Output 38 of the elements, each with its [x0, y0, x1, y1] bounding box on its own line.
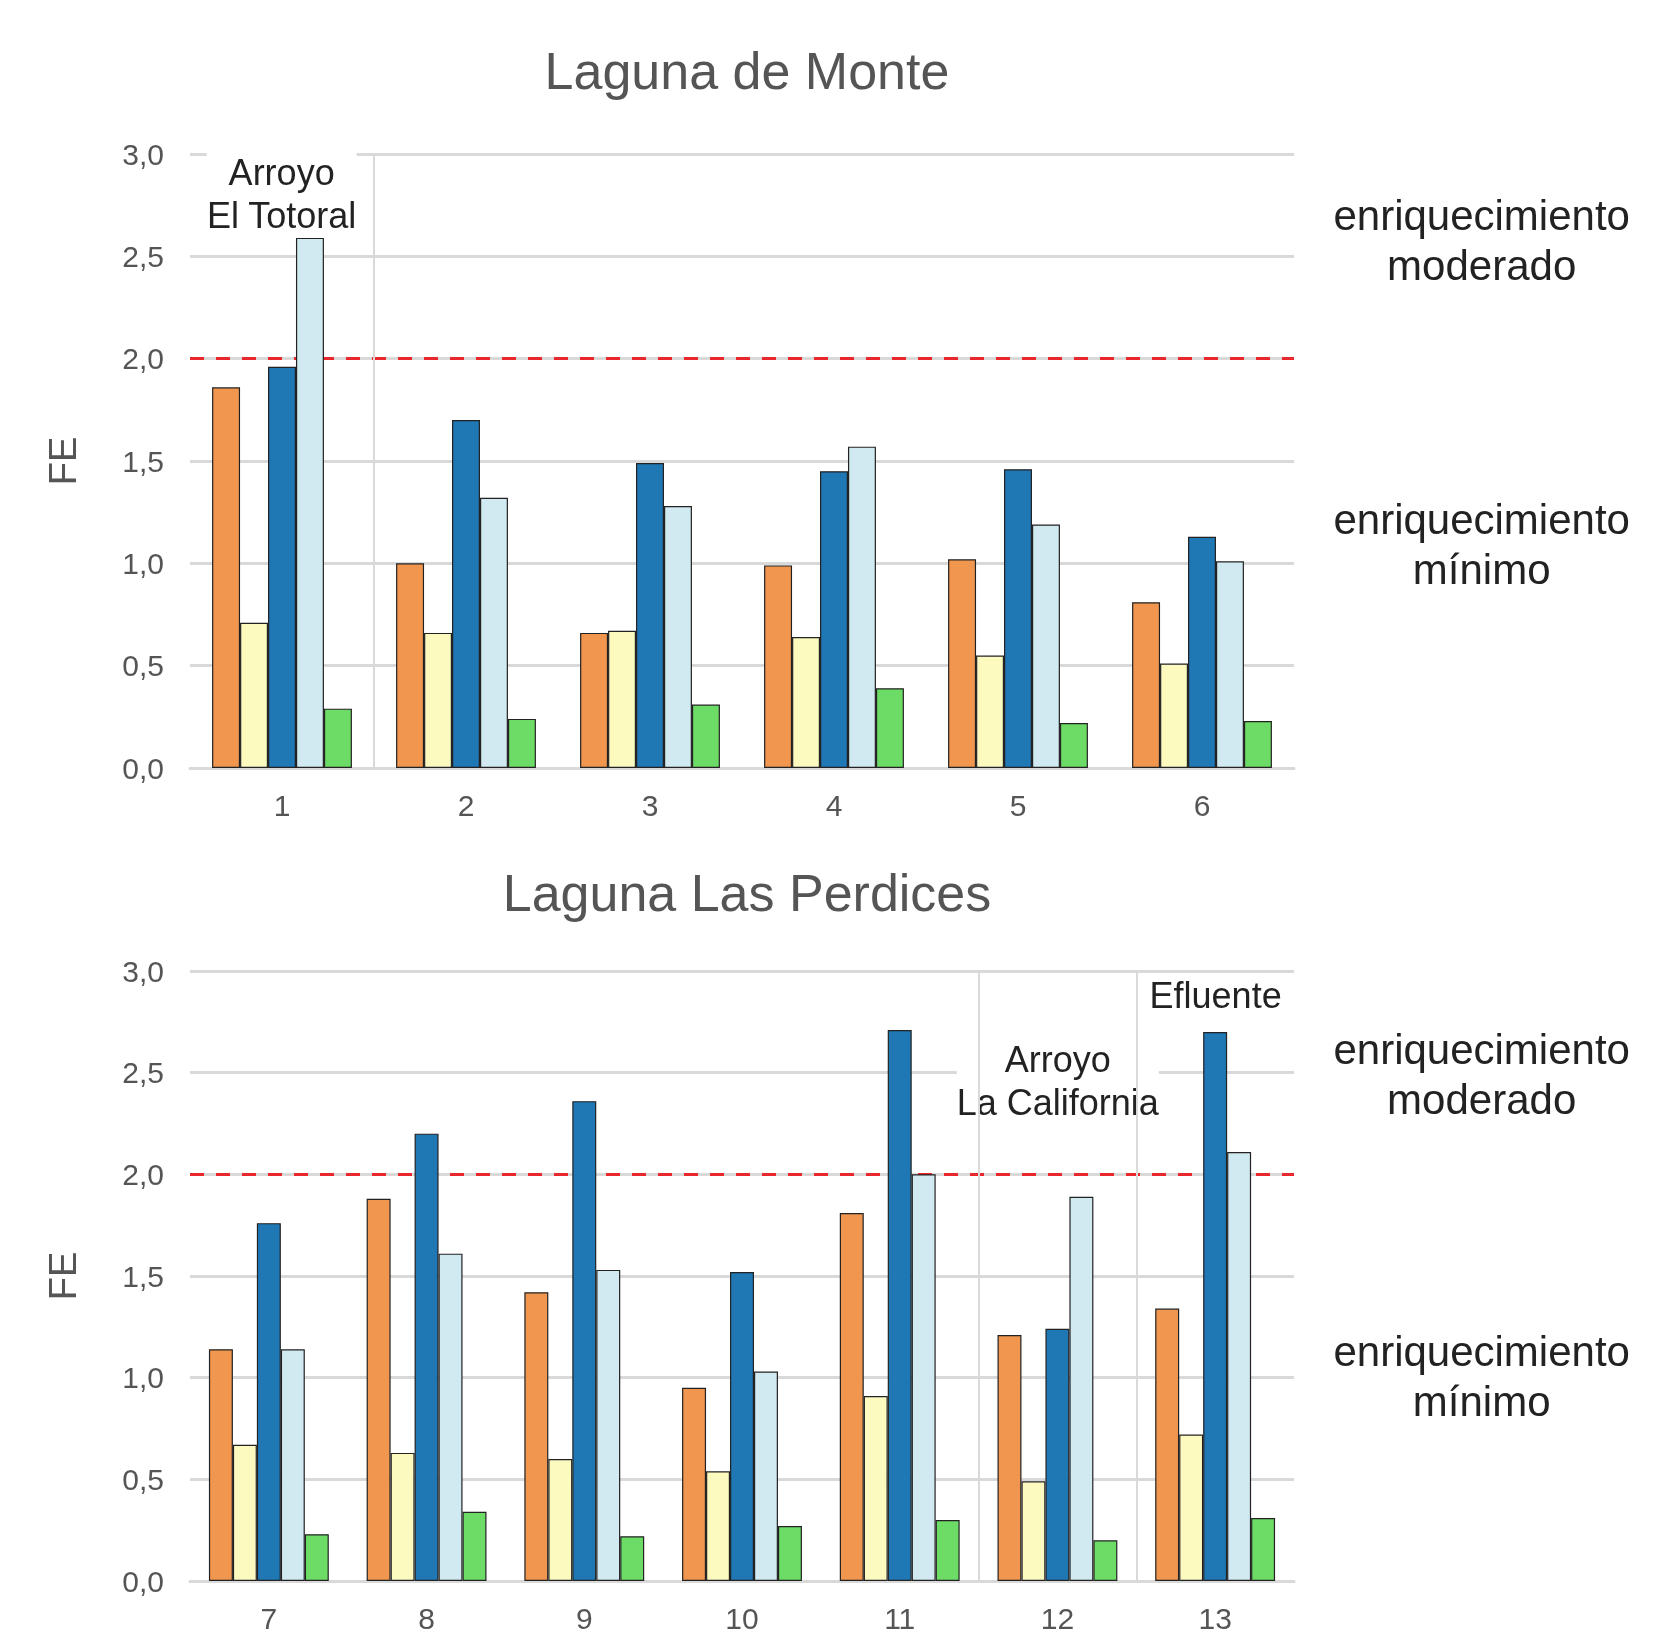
- y-tick-label: 1,5: [122, 444, 164, 478]
- x-tick-label: 6: [1193, 788, 1211, 822]
- x-tick-label: 12: [1040, 1601, 1075, 1635]
- annotation: Arroyo El Totoral: [206, 152, 357, 237]
- y-tick-label: 3,0: [122, 137, 164, 171]
- y-tick-label: 2,0: [122, 342, 164, 376]
- annotation: Arroyo La California: [956, 1038, 1160, 1123]
- y-axis-title: FE: [42, 1251, 84, 1301]
- y-axis-title: FE: [42, 436, 84, 486]
- x-tick-label: 9: [575, 1601, 593, 1635]
- x-tick-label: 11: [884, 1601, 916, 1635]
- text: enriquecimiento mínimo: [1333, 1327, 1630, 1426]
- chart-title: Laguna Las Perdices: [502, 864, 992, 922]
- text: enriquecimiento moderado: [1333, 192, 1630, 290]
- y-tick-label: 0,5: [122, 649, 164, 683]
- x-tick-label: 1: [273, 788, 291, 822]
- y-tick-label: 2,5: [122, 1056, 164, 1090]
- annotation: Efluente: [1149, 974, 1282, 1016]
- x-tick-label: 13: [1198, 1601, 1232, 1635]
- y-tick-label: 1,0: [122, 1361, 164, 1395]
- x-tick-label: 4: [825, 788, 843, 822]
- y-tick-label: 3,0: [122, 954, 164, 988]
- y-tick-label: 2,5: [122, 239, 164, 273]
- y-tick-label: 1,5: [122, 1259, 164, 1293]
- x-tick-label: 2: [457, 788, 475, 822]
- x-tick-label: 5: [1009, 788, 1027, 822]
- y-tick-label: 2,0: [122, 1157, 164, 1191]
- chart-title: Laguna de Monte: [544, 42, 950, 100]
- y-tick-label: 0,5: [122, 1462, 164, 1496]
- y-tick-label: 0,0: [122, 1564, 164, 1598]
- x-tick-label: 10: [725, 1601, 759, 1635]
- text: enriquecimiento moderado: [1333, 1026, 1630, 1124]
- y-tick-label: 0,0: [122, 751, 164, 785]
- text: enriquecimiento mínimo: [1333, 495, 1630, 594]
- x-tick-label: 8: [418, 1601, 435, 1635]
- x-tick-label: 3: [641, 788, 659, 822]
- x-tick-label: 7: [260, 1601, 278, 1635]
- y-tick-label: 1,0: [122, 546, 164, 580]
